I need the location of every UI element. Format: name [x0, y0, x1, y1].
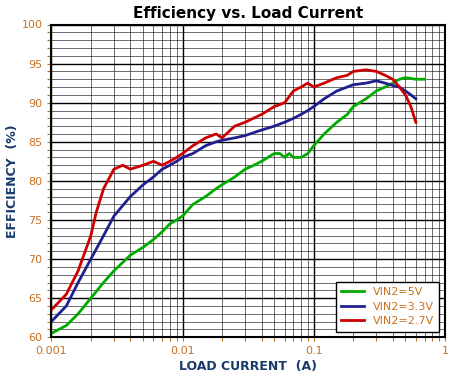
Title: Efficiency vs. Load Current: Efficiency vs. Load Current: [133, 6, 363, 20]
Y-axis label: EFFICIENCY  (%): EFFICIENCY (%): [5, 124, 19, 238]
X-axis label: LOAD CURRENT  (A): LOAD CURRENT (A): [179, 360, 317, 373]
Legend: VIN2=5V, VIN2=3.3V, VIN2=2.7V: VIN2=5V, VIN2=3.3V, VIN2=2.7V: [336, 282, 439, 332]
